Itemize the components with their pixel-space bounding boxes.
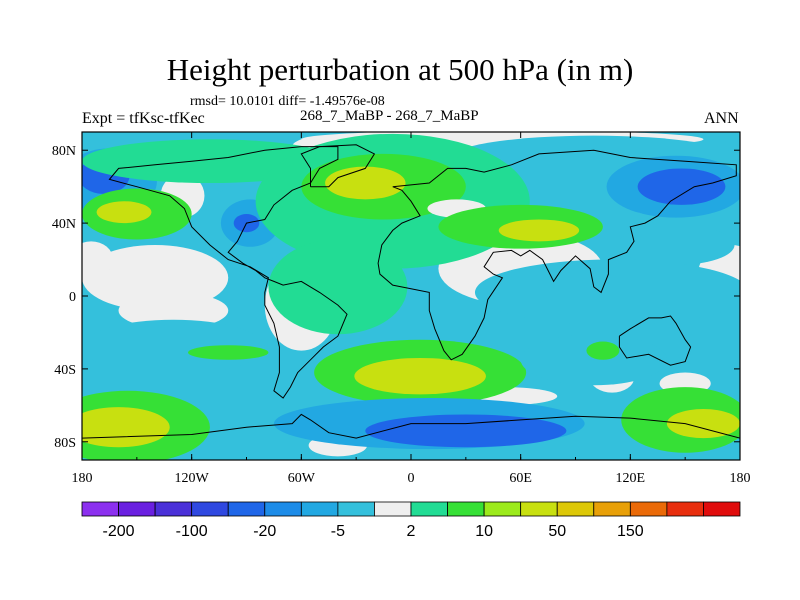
y-tick-label: 40S [54,363,76,378]
colorbar-label: -20 [253,523,276,540]
experiment-label: Expt = tfKsc-tfKec [82,110,205,127]
colorbar-swatch [191,501,229,517]
contour-region-west-pacific-low [617,224,735,266]
colorbar-swatch [264,501,302,517]
coastline-2 [618,315,692,366]
colorbar-swatch [483,501,522,517]
y-tick-label: 80S [54,436,76,451]
colorbar: -200 -100 -20 -5 2 10 50 150 [81,501,741,540]
stats-label: rmsd= 10.0101 diff= -1.49576e-08 [190,94,385,109]
y-tick-label: 40N [52,217,76,232]
neutral-region [118,292,229,329]
continent-outlines [82,144,740,439]
colorbar-swatch [410,501,448,517]
colorbar-label: -200 [103,523,135,540]
contour-region-australia-high [586,341,620,360]
contour-region-asia-northeast-core [637,168,726,205]
contour-region-antarctic-core-low [365,414,567,448]
contour-region-pacific-high-core [96,201,152,224]
colorbar-swatch [593,501,631,517]
contour-region-equator-lon-band [475,259,740,326]
contour-region-arabia-core [498,219,580,242]
contour-region-east-pacific-low [82,319,265,375]
contour-region-atlantic-equatorial-high [268,239,408,335]
neutral-region [82,241,114,278]
axes: 180 120W 60W 0 60E 120E 180 80N 40N 0 40S 80S [52,132,751,486]
x-tick-label: 120E [616,471,646,486]
colorbar-swatch [703,501,741,517]
colorbar-swatch [118,501,156,517]
coastline-4 [82,413,740,439]
colorbar-swatch [227,501,266,517]
contour-region-south-indian-core [666,408,740,439]
contour-region-southwest-pacific-core [82,407,170,448]
x-tick-label: 60W [288,471,316,486]
coastline-3 [300,144,376,188]
colorbar-label: 10 [475,523,493,540]
colorbar-swatch [520,501,558,517]
colorbar-swatch [556,501,595,517]
colorbar-label: -5 [331,523,345,540]
x-tick-label: 180 [72,471,93,486]
colorbar-swatch [337,501,375,517]
chart-title: Height perturbation at 500 hPa (in m) [166,52,634,87]
x-tick-label: 60E [509,471,532,486]
colorbar-swatch [666,501,704,517]
contour-region-south-pacific-high [188,345,269,360]
colorbar-label: -100 [176,523,208,540]
colorbar-label: 50 [548,523,566,540]
colorbar-label: 150 [617,523,644,540]
colorbar-label: 2 [407,523,416,540]
contour-region-south-atlantic-core [354,357,486,395]
x-tick-label: 120W [175,471,210,486]
colorbar-swatch [300,501,339,517]
coastline-0 [108,146,348,399]
coastline-1 [377,149,737,361]
period-label: 268_7_MaBP - 268_7_MaBP [300,108,479,124]
y-tick-label: 0 [69,290,76,305]
x-tick-label: 180 [730,471,751,486]
contour-region-indian-ocean-low [520,334,667,386]
colorbar-swatch [447,501,485,517]
colorbar-swatch [154,501,193,517]
season-label: ANN [704,110,739,127]
contour-field [82,132,740,460]
x-tick-label: 0 [408,471,415,486]
y-tick-label: 80N [52,144,76,159]
contour-region-north-atlantic-core [325,166,406,200]
colorbar-swatch [374,501,412,517]
colorbar-swatch [81,501,119,517]
colorbar-swatch [629,501,668,517]
